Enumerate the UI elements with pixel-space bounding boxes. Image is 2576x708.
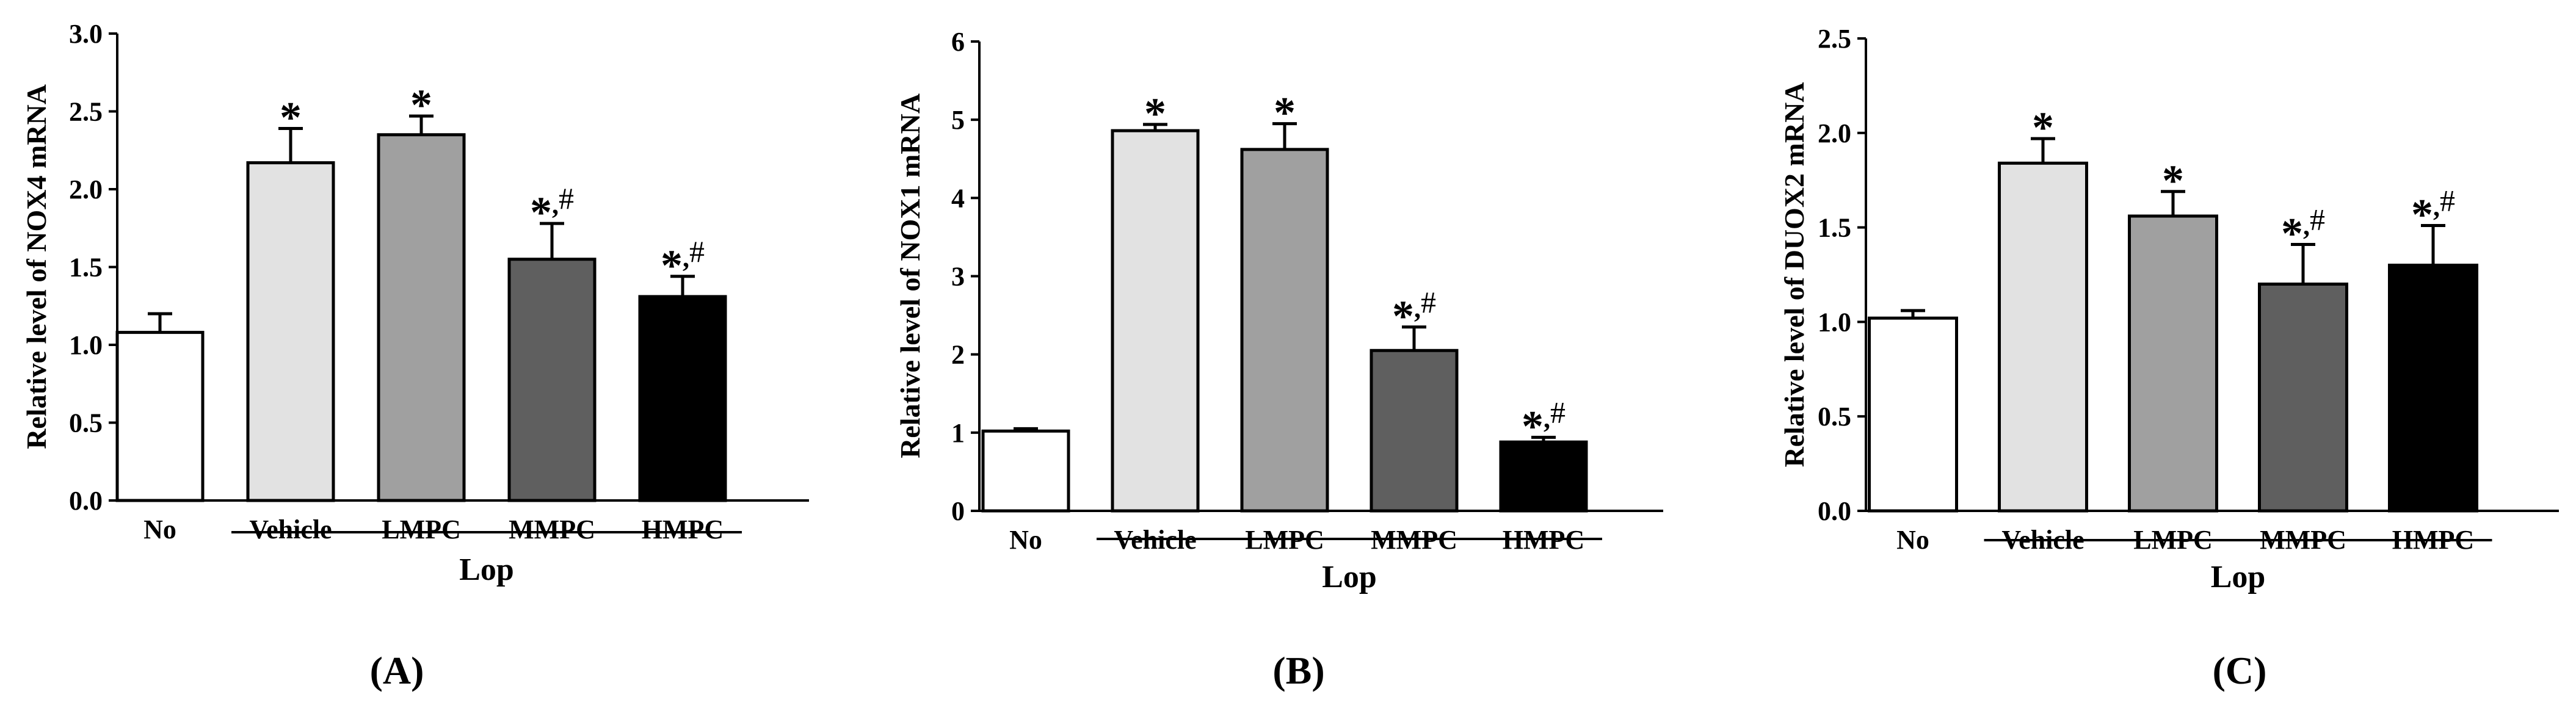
y-axis-label: Relative level of DUOX2 mRNA: [1779, 82, 1810, 467]
bar-mmpc: [1370, 349, 1459, 513]
bar-no: [1868, 316, 1958, 513]
significance-mark-vehicle: *: [280, 93, 302, 142]
bar-lmpc: [1240, 148, 1329, 513]
y-tick-label: 6: [951, 27, 965, 57]
y-tick-label: 0.5: [1818, 402, 1851, 432]
group-label: Lop: [2211, 560, 2266, 594]
y-axis-label: Relative level of NOX1 mRNA: [894, 93, 926, 458]
x-tick-label-vehicle: Vehicle: [249, 515, 332, 544]
bar-hmpc: [638, 295, 727, 502]
y-axis-label: Relative level of NOX4 mRNA: [21, 84, 52, 449]
y-tick-label: 2.5: [69, 97, 103, 127]
y-tick-label: 0: [951, 496, 965, 526]
x-tick-label-no: No: [1896, 525, 1929, 555]
y-tick-label: 2.0: [1818, 118, 1851, 148]
bar-vehicle: [246, 161, 335, 502]
bar-no: [115, 331, 205, 502]
panel-label: (A): [370, 649, 424, 692]
panel-label: (C): [2213, 649, 2267, 692]
x-tick-label-mmpc: MMPC: [509, 515, 595, 544]
significance-mark-mmpc: *,#: [1392, 285, 1436, 341]
bar-vehicle: [1111, 129, 1200, 513]
bar-vehicle: [1998, 161, 2088, 513]
bars: * * *,# *,#: [1868, 103, 2478, 513]
x-tick-label-no: No: [143, 515, 176, 544]
y-tick-label: 2.5: [1818, 24, 1851, 54]
y-tick-label: 1: [951, 418, 965, 448]
y-tick-label: 1.5: [69, 253, 103, 283]
y-tick-label: 1.0: [69, 330, 103, 360]
chart-panel-c: 0.0 0.5 1.0 1.5 2.0 2.5 * * *,# *,# No Vehicle LMP…: [1717, 0, 2575, 708]
bars: * * *,# *,#: [981, 88, 1588, 513]
bar-hmpc: [2388, 264, 2478, 513]
bar-mmpc: [2258, 282, 2348, 513]
x-tick-label-lmpc: LMPC: [382, 515, 461, 544]
bar-mmpc: [507, 258, 597, 502]
panel-label: (B): [1272, 649, 1324, 692]
y-tick-label: 3: [951, 262, 965, 292]
significance-mark-hmpc: *,#: [2411, 184, 2455, 239]
y-tick-label: 0.0: [1818, 496, 1851, 526]
bar-lmpc: [377, 133, 466, 502]
y-tick-label: 4: [951, 183, 965, 213]
x-tick-label-hmpc: HMPC: [642, 515, 724, 544]
bar-hmpc: [1499, 440, 1588, 513]
group-label: Lop: [459, 552, 514, 587]
significance-mark-hmpc: *,#: [1522, 396, 1566, 451]
bar-no: [981, 429, 1070, 513]
y-tick-label: 3.0: [69, 19, 103, 49]
significance-mark-vehicle: *: [2032, 103, 2054, 152]
significance-mark-hmpc: *,#: [661, 234, 705, 290]
y-tick-label: 2: [951, 340, 965, 370]
y-tick-label: 0.5: [69, 408, 103, 438]
significance-mark-lmpc: *: [410, 81, 432, 129]
group-label: Lop: [1322, 560, 1377, 594]
significance-mark-mmpc: *,#: [530, 181, 574, 237]
significance-mark-lmpc: *: [2162, 156, 2184, 205]
y-ticks: 0.0 0.5 1.0 1.5 2.0 2.5 3.0: [69, 19, 117, 516]
x-tick-labels: No Vehicle LMPC MMPC HMPC: [143, 515, 724, 544]
significance-mark-vehicle: *: [1144, 89, 1166, 138]
y-tick-label: 2.0: [69, 175, 103, 204]
y-ticks: 0 1 2 3 4 5 6: [951, 27, 979, 526]
y-tick-label: 1.5: [1818, 213, 1851, 243]
x-tick-label-no: No: [1009, 525, 1042, 555]
y-ticks: 0.0 0.5 1.0 1.5 2.0 2.5: [1818, 24, 1866, 526]
y-tick-label: 5: [951, 105, 965, 135]
significance-mark-lmpc: *: [1274, 88, 1296, 137]
bar-lmpc: [2128, 214, 2218, 513]
bars: * * *,# *,#: [115, 81, 727, 502]
significance-mark-mmpc: *,#: [2281, 202, 2325, 258]
y-tick-label: 1.0: [1818, 307, 1851, 337]
chart-panel-a: 0.0 0.5 1.0 1.5 2.0 2.5 3.0 * * *,# *,# No Vehicle…: [0, 0, 858, 708]
y-tick-label: 0.0: [69, 486, 103, 516]
